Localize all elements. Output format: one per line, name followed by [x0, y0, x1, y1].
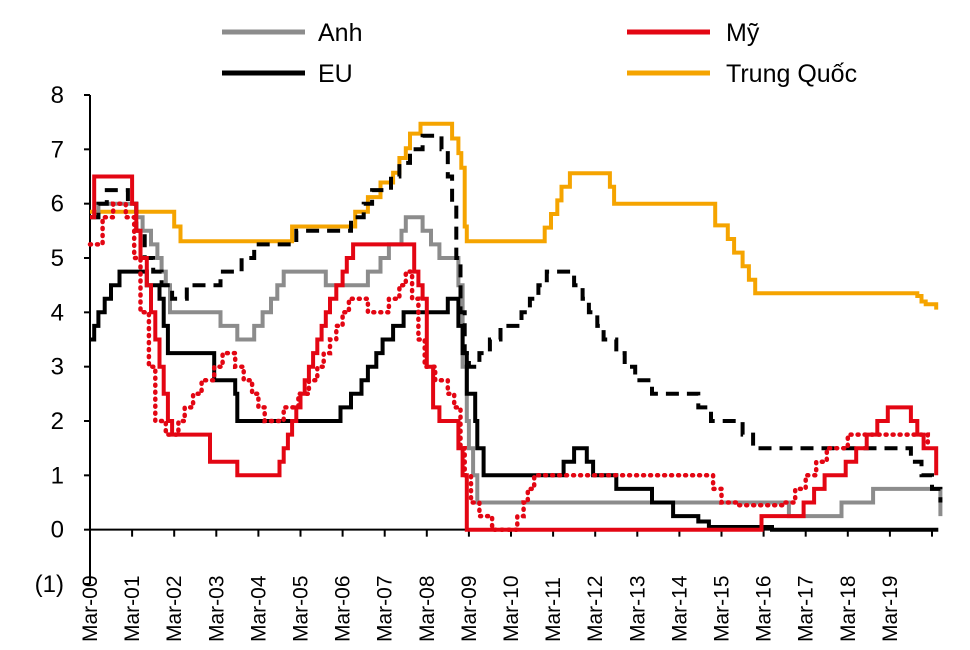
y-tick-label: 5 [51, 245, 64, 272]
x-tick-label: Mar-06 [332, 575, 355, 642]
y-axis-ticks: 8 7 6 5 4 3 2 1 0 (1) [35, 82, 90, 598]
y-tick-label: 7 [51, 136, 64, 163]
x-tick-label: Mar-15 [711, 575, 734, 642]
y-tick-label: 4 [51, 299, 64, 326]
y-tick-label: 3 [51, 354, 64, 381]
series-line-trung-quoc [90, 121, 939, 310]
y-tick-label: 8 [51, 82, 64, 109]
x-tick-label: Mar-16 [753, 575, 776, 642]
x-tick-label: Mar-04 [247, 575, 270, 642]
series-line-anh-du-bao [90, 133, 943, 503]
y-tick-label: (1) [35, 571, 64, 598]
x-tick-label: Mar-01 [121, 575, 144, 642]
x-tick-label: Mar-00 [79, 575, 102, 642]
x-tick-label: Mar-05 [290, 575, 313, 642]
y-tick-label: 6 [51, 191, 64, 218]
x-tick-label: Mar-08 [416, 575, 439, 642]
x-tick-label: Mar-10 [500, 575, 523, 642]
series-line-my-du-bao [87, 201, 931, 532]
legend-item-trung-quoc: Trung Quốc [627, 60, 857, 88]
y-tick-label: 1 [51, 462, 64, 489]
legend-label-trung-quoc: Trung Quốc [726, 60, 857, 88]
y-tick-label: 0 [51, 517, 64, 544]
x-tick-label: Mar-11 [542, 577, 565, 642]
x-tick-label: Mar-14 [668, 575, 691, 642]
series-line-eu [90, 269, 939, 532]
legend-label-anh: Anh [318, 19, 362, 47]
x-tick-label: Mar-19 [879, 575, 902, 642]
x-tick-label: Mar-17 [795, 575, 818, 642]
y-tick-label: 2 [51, 408, 64, 435]
series-line-anh [90, 201, 943, 519]
legend-label-my: Mỹ [726, 19, 760, 47]
x-tick-label: Mar-12 [584, 575, 607, 642]
legend-item-my: Mỹ [627, 19, 760, 47]
legend: Anh Mỹ EU Trung Quốc [222, 19, 857, 88]
x-tick-label: Mar-09 [458, 575, 481, 642]
axes [89, 95, 932, 584]
legend-item-anh: Anh [222, 19, 362, 47]
x-tick-label: Mar-18 [837, 575, 860, 642]
legend-item-eu: EU [222, 60, 353, 88]
legend-label-eu: EU [318, 60, 353, 88]
x-tick-label: Mar-07 [374, 575, 397, 642]
x-axis-ticks: Mar-00 Mar-01 Mar-02 Mar-03 Mar-04 Mar-05 Mar-… [79, 529, 933, 642]
series-line-my [90, 174, 939, 532]
x-tick-label: Mar-13 [626, 575, 649, 642]
x-tick-label: Mar-02 [163, 575, 186, 642]
x-tick-label: Mar-03 [205, 575, 228, 642]
series-lines [87, 121, 943, 532]
